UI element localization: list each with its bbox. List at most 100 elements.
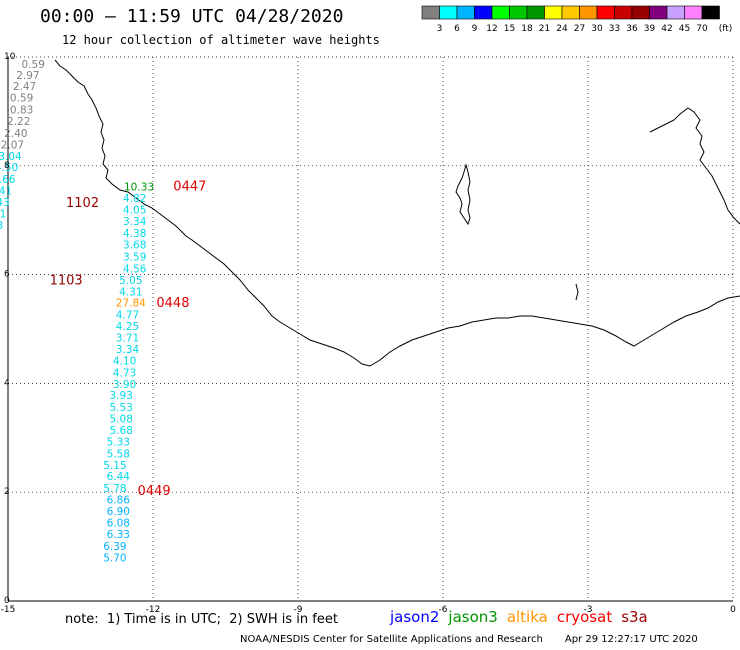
pass-time-label: 1102 xyxy=(66,196,99,211)
legend-note: note: 1) Time is in UTC; 2) SWH is in fe… xyxy=(65,612,338,627)
swh-value: 10.33 xyxy=(124,181,154,193)
scale-label: 27 xyxy=(574,24,585,34)
swh-value: 3.90 xyxy=(113,379,136,391)
y-tick-label: 0 xyxy=(4,596,10,606)
swh-value: 3.68 xyxy=(123,239,146,251)
pass-time-label: 0447 xyxy=(173,179,206,194)
coastline-niger-river xyxy=(649,107,740,225)
coastline-lake-volta xyxy=(455,163,471,226)
x-tick-label: -3 xyxy=(584,605,593,612)
scale-label: 30 xyxy=(591,24,603,34)
scale-label: 39 xyxy=(644,24,656,34)
swh-value: 6.08 xyxy=(107,517,130,529)
scale-label: 6 xyxy=(454,24,460,34)
scale-label: 18 xyxy=(521,24,533,34)
footer-credit: NOAA/NESDIS Center for Satellite Applica… xyxy=(240,634,698,645)
swh-value: 3.71 xyxy=(116,333,139,345)
coastline-west-africa xyxy=(54,59,740,367)
swh-value: 2.40 xyxy=(4,128,27,140)
scale-label: (ft) xyxy=(719,24,733,34)
map-title: 00:00 – 11:59 UTC 04/28/2020 xyxy=(40,6,344,27)
scale-label: 70 xyxy=(696,24,708,34)
swh-value: 6.39 xyxy=(103,541,126,553)
satellite-legend-s3a: s3a xyxy=(621,608,648,626)
y-tick-label: 6 xyxy=(4,270,10,280)
swh-value: 5.53 xyxy=(110,402,133,414)
swh-value: 3.04 xyxy=(0,151,22,163)
scale-label: 3 xyxy=(437,24,443,34)
swh-value: 6.90 xyxy=(107,506,130,518)
map-subtitle: 12 hour collection of altimeter wave hei… xyxy=(62,33,380,47)
lat-lon-grid xyxy=(7,56,734,602)
scale-swatch xyxy=(701,5,720,20)
swh-value: 4.31 xyxy=(119,286,142,298)
scale-label: 9 xyxy=(472,24,478,34)
swh-value: 2.47 xyxy=(13,81,36,93)
swh-value: 6.33 xyxy=(107,529,130,541)
satellite-legend-jason3: jason3 xyxy=(448,608,498,626)
scale-label: 24 xyxy=(556,24,568,34)
swh-value: 3.93 xyxy=(0,220,3,232)
x-tick-label: -12 xyxy=(146,605,161,612)
swh-value: 4.56 xyxy=(123,263,147,275)
pass-labels: 0447 1102 1103 0448 0449 xyxy=(50,179,207,499)
x-tick-label: 0 xyxy=(730,605,736,612)
coastline-lagoon xyxy=(575,283,579,301)
x-tick-label: -9 xyxy=(294,605,303,612)
scale-label: 42 xyxy=(661,24,672,34)
swh-value: 3.66 xyxy=(0,174,16,186)
swh-value: 5.05 xyxy=(119,275,142,287)
swh-value: 3.93 xyxy=(110,390,133,402)
swh-value: 3.34 xyxy=(123,216,147,228)
swh-value: 3.41 xyxy=(0,186,12,198)
swh-value: 3.98 xyxy=(0,232,1,244)
swh-value: 6.44 xyxy=(107,471,131,483)
swh-value: 5.58 xyxy=(107,448,130,460)
wave-height-map: 0.592.972.470.590.832.222.402.073.044.50… xyxy=(0,52,740,612)
satellite-legend: jason2 jason3 altika cryosat s3a xyxy=(390,608,657,626)
scale-label: 15 xyxy=(504,24,515,34)
satellite-legend-jason2: jason2 xyxy=(390,608,440,626)
swh-value: 4.50 xyxy=(0,162,18,174)
swh-value: 2.97 xyxy=(16,70,39,82)
swh-value: 4.10 xyxy=(113,355,136,367)
swh-value: 0.59 xyxy=(22,59,45,71)
credit-text: NOAA/NESDIS Center for Satellite Applica… xyxy=(240,634,543,645)
x-tick-label: -6 xyxy=(439,605,448,612)
pass-time-label: 1103 xyxy=(50,273,83,288)
scale-label: 12 xyxy=(486,24,497,34)
swh-value: 5.68 xyxy=(110,425,133,437)
swh-value: 3.59 xyxy=(123,251,146,263)
swh-value: 6.86 xyxy=(107,495,131,507)
altimeter-tracks: 0.592.972.470.590.832.222.402.073.044.50… xyxy=(0,59,154,564)
swh-value: 3.34 xyxy=(116,344,140,356)
swh-value: 4.73 xyxy=(113,367,136,379)
swh-value: 5.33 xyxy=(107,436,130,448)
y-tick-label: 10 xyxy=(4,52,16,62)
satellite-legend-altika: altika xyxy=(506,608,548,626)
scale-label: 21 xyxy=(539,24,550,34)
x-tick-label: -15 xyxy=(1,605,16,612)
swh-value: 5.08 xyxy=(110,414,133,426)
swh-value: 3.61 xyxy=(0,208,6,220)
credit-timestamp: Apr 29 12:27:17 UTC 2020 xyxy=(564,634,698,645)
y-tick-label: 2 xyxy=(4,487,10,497)
swh-value: 0.83 xyxy=(10,105,33,117)
coastline xyxy=(54,59,740,367)
swh-value: 5.78 xyxy=(103,483,126,495)
axis-tick-labels: -15 -12 -9 -6 -3 0 0 2 4 6 8 10 xyxy=(1,52,736,612)
swh-value: 3.43 xyxy=(0,197,10,209)
swh-value: 4.25 xyxy=(116,321,139,333)
swh-value: 0.59 xyxy=(10,93,33,105)
swh-value: 5.70 xyxy=(103,552,126,564)
scale-label: 45 xyxy=(679,24,690,34)
y-tick-label: 4 xyxy=(4,378,10,388)
scale-label: 36 xyxy=(626,24,638,34)
satellite-legend-cryosat: cryosat xyxy=(556,608,613,626)
y-tick-label: 8 xyxy=(4,161,10,171)
swh-value: 27.84 xyxy=(116,298,146,310)
pass-time-label: 0448 xyxy=(156,296,189,311)
swh-value: 2.22 xyxy=(7,116,30,128)
swh-value: 5.15 xyxy=(103,460,126,472)
swh-value: 4.05 xyxy=(123,205,146,217)
